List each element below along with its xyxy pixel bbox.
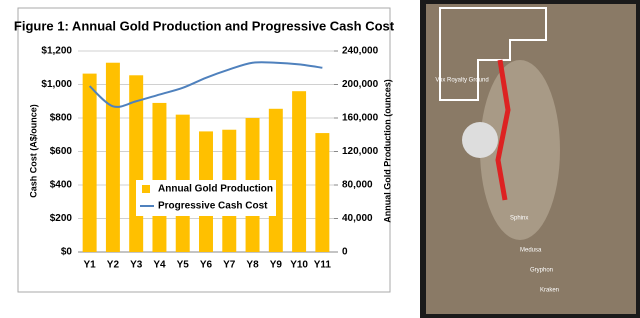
y-axis-title: Cash Cost (A$/ounce) bbox=[28, 104, 38, 198]
y2-tick-label: 40,000 bbox=[342, 213, 373, 224]
y2-tick-label: 200,000 bbox=[342, 79, 379, 90]
tenement-boundary bbox=[439, 7, 547, 101]
x-tick-label: Y10 bbox=[290, 260, 308, 271]
x-tick-label: Y3 bbox=[130, 260, 143, 271]
x-tick-label: Y9 bbox=[270, 260, 283, 271]
line bbox=[88, 61, 323, 108]
x-tick-label: Y2 bbox=[107, 260, 120, 271]
chart-title: Figure 1: Annual Gold Production and Pro… bbox=[14, 18, 395, 33]
x-tick-label: Y5 bbox=[177, 260, 190, 271]
map: Vox Royalty Ground Sphinx Medusa Gryphon… bbox=[420, 0, 640, 318]
y-tick-label: $200 bbox=[50, 213, 73, 224]
bar bbox=[292, 91, 307, 252]
legend-label: Annual Gold Production bbox=[158, 184, 273, 195]
map-terrain bbox=[480, 60, 560, 240]
x-tick-label: Y4 bbox=[153, 260, 166, 271]
y-tick-label: $400 bbox=[50, 180, 73, 191]
bar bbox=[105, 62, 120, 252]
map-pit bbox=[462, 122, 498, 158]
y-tick-label: $600 bbox=[50, 146, 73, 157]
y-tick-label: $1,000 bbox=[41, 79, 72, 90]
x-tick-label: Y6 bbox=[200, 260, 213, 271]
x-tick-label: Y11 bbox=[314, 260, 332, 271]
y2-tick-label: 160,000 bbox=[342, 113, 379, 124]
bar bbox=[152, 102, 167, 252]
y-tick-label: $1,200 bbox=[41, 46, 72, 57]
map-label: Medusa bbox=[520, 248, 542, 254]
bar bbox=[315, 133, 330, 252]
y2-tick-label: 240,000 bbox=[342, 46, 379, 57]
y2-axis-title: Annual Gold Production (ounces) bbox=[382, 79, 392, 223]
y2-tick-label: 120,000 bbox=[342, 146, 379, 157]
legend bbox=[136, 180, 276, 216]
legend-label: Progressive Cash Cost bbox=[158, 201, 268, 212]
map-label: Kraken bbox=[540, 288, 559, 294]
y2-tick-label: 80,000 bbox=[342, 180, 373, 191]
y2-tick-label: 0 bbox=[342, 247, 348, 258]
y-tick-label: $800 bbox=[50, 113, 73, 124]
map-label: Vox Royalty Ground bbox=[435, 78, 488, 84]
deposit-trend bbox=[495, 59, 511, 201]
map-label: Sphinx bbox=[510, 216, 528, 222]
x-tick-label: Y7 bbox=[223, 260, 236, 271]
bar bbox=[82, 73, 97, 252]
y-tick-label: $0 bbox=[61, 247, 73, 258]
map-label: Gryphon bbox=[530, 268, 553, 274]
legend-swatch bbox=[142, 185, 150, 193]
x-tick-label: Y1 bbox=[84, 260, 97, 271]
x-tick-label: Y8 bbox=[246, 260, 259, 271]
